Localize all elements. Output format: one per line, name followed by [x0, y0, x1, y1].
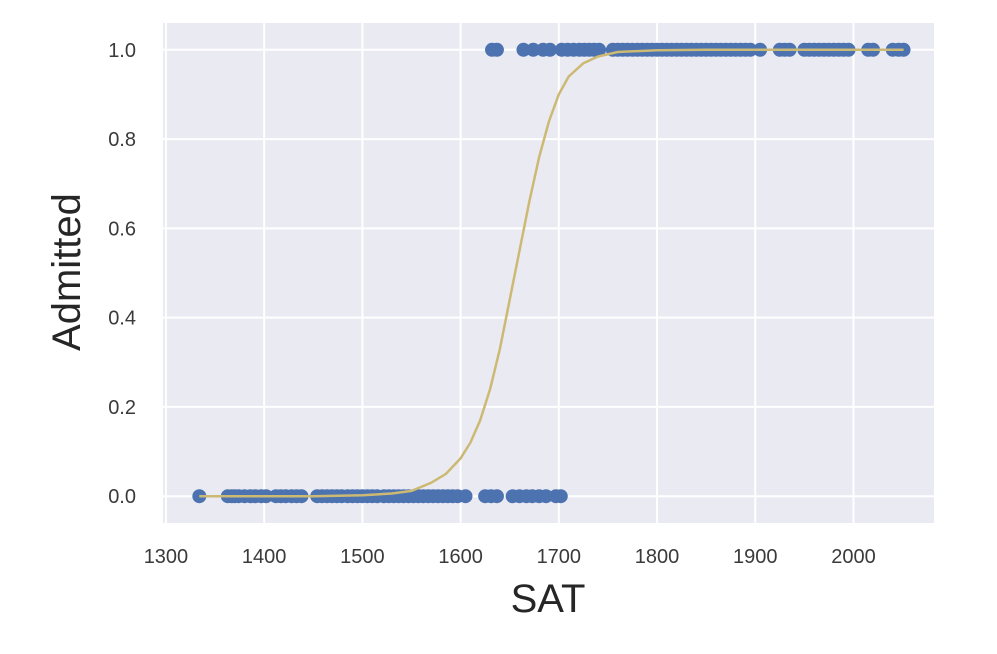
scatter-point	[526, 42, 541, 57]
scatter-point	[489, 489, 504, 504]
scatter-point	[539, 489, 554, 504]
scatter-point	[542, 42, 557, 57]
y-tick-label: 0.0	[108, 486, 136, 508]
y-tick-label: 0.2	[108, 397, 136, 419]
scatter-point	[458, 489, 473, 504]
x-tick-label: 1500	[340, 546, 385, 568]
x-tick-label: 1700	[537, 546, 582, 568]
y-tick-label: 0.6	[108, 218, 136, 240]
x-tick-label: 2000	[831, 546, 876, 568]
data-marks	[192, 42, 911, 504]
y-tick-label: 0.8	[108, 129, 136, 151]
y-tick-label: 0.4	[108, 308, 136, 330]
x-tick-label: 1400	[242, 546, 287, 568]
x-tick-label: 1900	[733, 546, 778, 568]
logistic-curve	[199, 48, 904, 498]
scatter-point	[489, 42, 504, 57]
x-axis-label: SAT	[511, 577, 586, 621]
y-tick-labels: 0.0 0.2 0.4 0.6 0.8 1.0	[108, 40, 136, 508]
x-tick-label: 1300	[144, 546, 189, 568]
plot-area	[163, 23, 934, 523]
scatter-point	[553, 489, 568, 504]
x-tick-label: 1800	[635, 546, 680, 568]
x-tick-label: 1600	[438, 546, 483, 568]
y-axis-label: Admitted	[45, 193, 89, 351]
y-tick-label: 1.0	[108, 40, 136, 62]
scatter-point	[592, 42, 607, 57]
scatter-point	[516, 42, 531, 57]
x-tick-labels: 1300 1400 1500 1600 1700 1800 1900 2000	[144, 546, 876, 568]
